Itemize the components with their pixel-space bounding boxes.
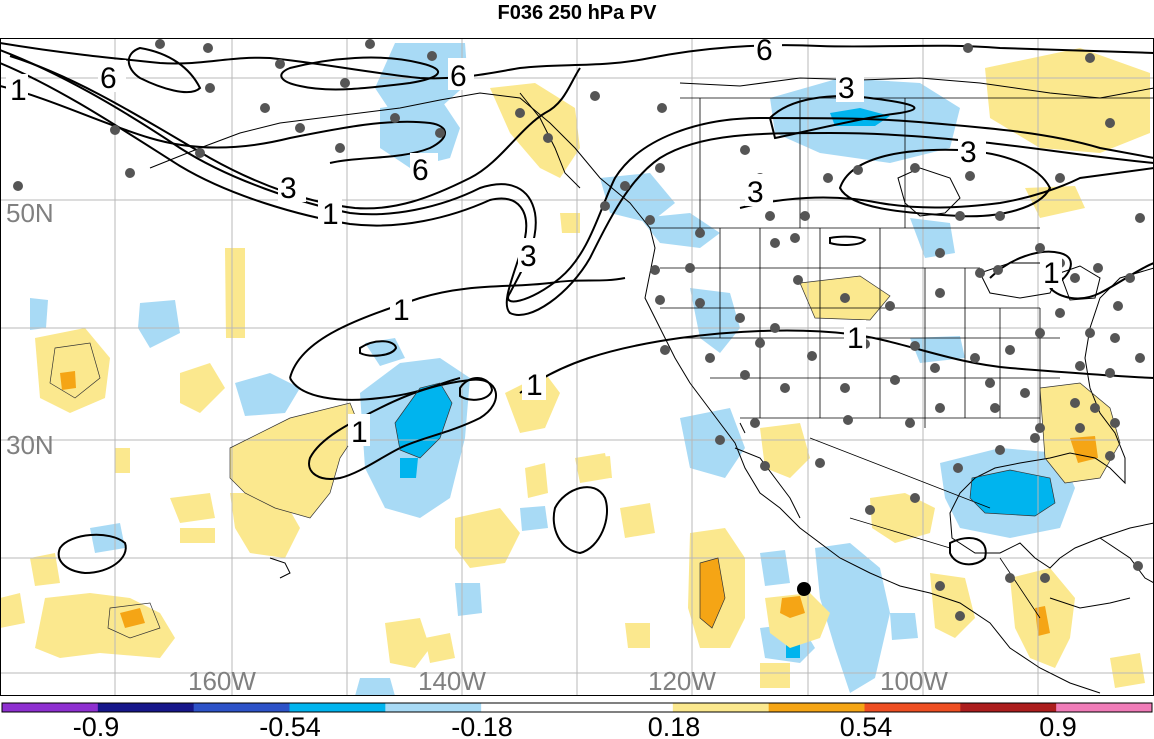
- colorbar-swatch: [97, 703, 195, 712]
- colorbar-swatch: [960, 703, 1057, 712]
- contour-label: 1: [10, 74, 27, 107]
- contour-label: 1: [322, 198, 339, 231]
- contour-label: 1: [847, 322, 864, 355]
- colorbar-swatch: [672, 703, 770, 712]
- contour-label: 1: [393, 294, 410, 327]
- shading-outlines: [49, 275, 1121, 639]
- colorbar: -0.9 -0.54 -0.18 0.18 0.54 0.9: [1, 702, 1153, 739]
- colorbar-swatch: [193, 703, 290, 712]
- lon-label-140w: 140W: [418, 666, 486, 696]
- colorbar-swatch: [577, 703, 674, 712]
- colorbar-swatch: [289, 703, 386, 712]
- lon-label-100w: 100W: [880, 666, 948, 696]
- lon-label-160w: 160W: [188, 666, 256, 696]
- lat-label-30n: 30N: [6, 430, 54, 460]
- colorbar-swatches: [2, 703, 1153, 712]
- contour-label: 3: [747, 176, 764, 209]
- coastlines: [149, 77, 1154, 694]
- contour-label: 3: [838, 72, 855, 105]
- colorbar-swatch: [385, 703, 482, 712]
- contour-label: 1: [526, 369, 543, 402]
- colorbar-tick-label: -0.18: [451, 712, 513, 739]
- colorbar-swatch: [481, 703, 578, 712]
- colorbar-swatch: [768, 703, 865, 712]
- pv-map: 1 6 6 6 3 1 3 1 1 1 6 3 3 3 1 1 50N 30N …: [0, 38, 1154, 696]
- station-markers: [13, 39, 1145, 621]
- colorbar-tick-label: 0.54: [840, 712, 893, 739]
- colorbar-tick-label: 0.9: [1039, 712, 1077, 739]
- map-title: F036 250 hPa PV: [497, 2, 657, 24]
- contour-label: 6: [100, 62, 117, 95]
- colorbar-swatch: [864, 703, 961, 712]
- colorbar-swatch: [2, 703, 99, 712]
- colorbar-tick-label: 0.18: [648, 712, 701, 739]
- contour-label: 6: [450, 60, 467, 93]
- contour-label: 6: [412, 154, 429, 187]
- contour-label: 1: [1043, 257, 1060, 290]
- graticule: [0, 38, 1154, 696]
- lat-label-50n: 50N: [6, 198, 54, 228]
- contour-label: 1: [351, 416, 368, 449]
- lon-label-120w: 120W: [648, 666, 716, 696]
- contour-label: 3: [520, 240, 537, 273]
- pv-contours: [0, 42, 1154, 575]
- highlight-station-marker: [797, 582, 811, 596]
- colorbar-tick-label: -0.54: [259, 712, 321, 739]
- contour-label: 3: [280, 172, 297, 205]
- contour-label: 3: [960, 136, 977, 169]
- colorbar-swatch: [1056, 703, 1153, 712]
- colorbar-frame: [1, 702, 1153, 713]
- colorbar-tick-label: -0.9: [73, 712, 120, 739]
- contour-label: 6: [756, 38, 773, 67]
- contour-labels: 1 6 6 6 3 1 3 1 1 1 6 3 3 3 1 1: [6, 38, 1062, 449]
